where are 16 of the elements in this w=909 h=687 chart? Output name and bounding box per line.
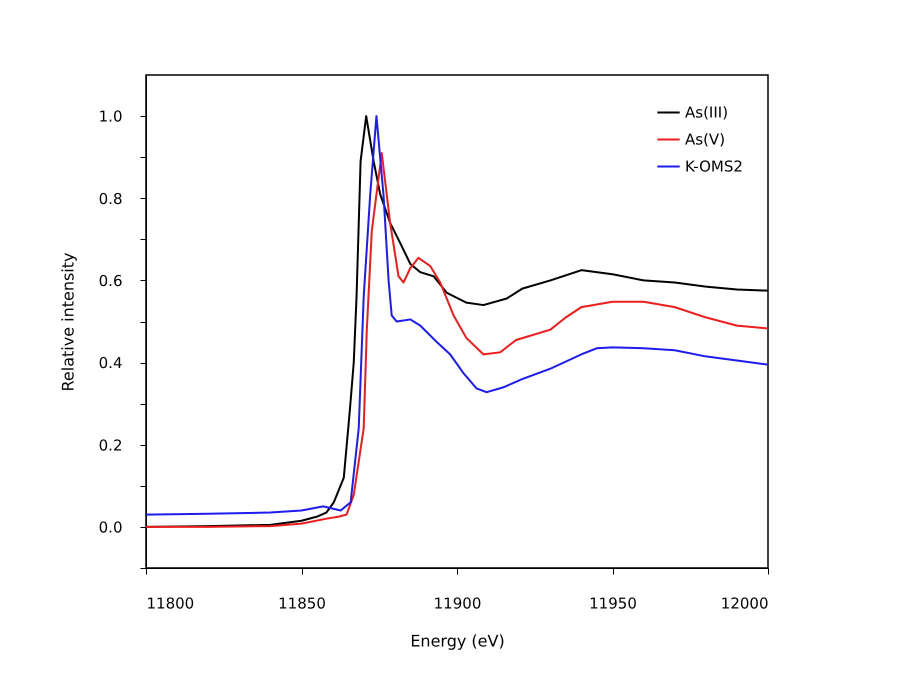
x-axis-title: Energy (eV) [410,632,505,650]
x-tick-label: 11950 [589,594,637,612]
legend-label: K-OMS2 [685,158,743,176]
x-tick-label: 11850 [278,594,326,612]
y-tick-label: 0.8 [98,190,122,208]
x-tick-label: 12000 [720,594,768,612]
y-tick-label: 0.0 [98,518,122,536]
legend-label: As(V) [685,130,726,148]
y-tick-label: 0.2 [98,436,122,454]
y-tick-label: 0.6 [98,272,122,290]
y-tick-label: 0.4 [98,354,122,372]
x-tick-label: 11800 [146,594,194,612]
y-tick-label: 1.0 [98,108,122,126]
x-tick-label: 11900 [434,594,482,612]
legend-label: As(III) [685,104,728,122]
y-axis-title: Relative intensity [58,252,78,392]
